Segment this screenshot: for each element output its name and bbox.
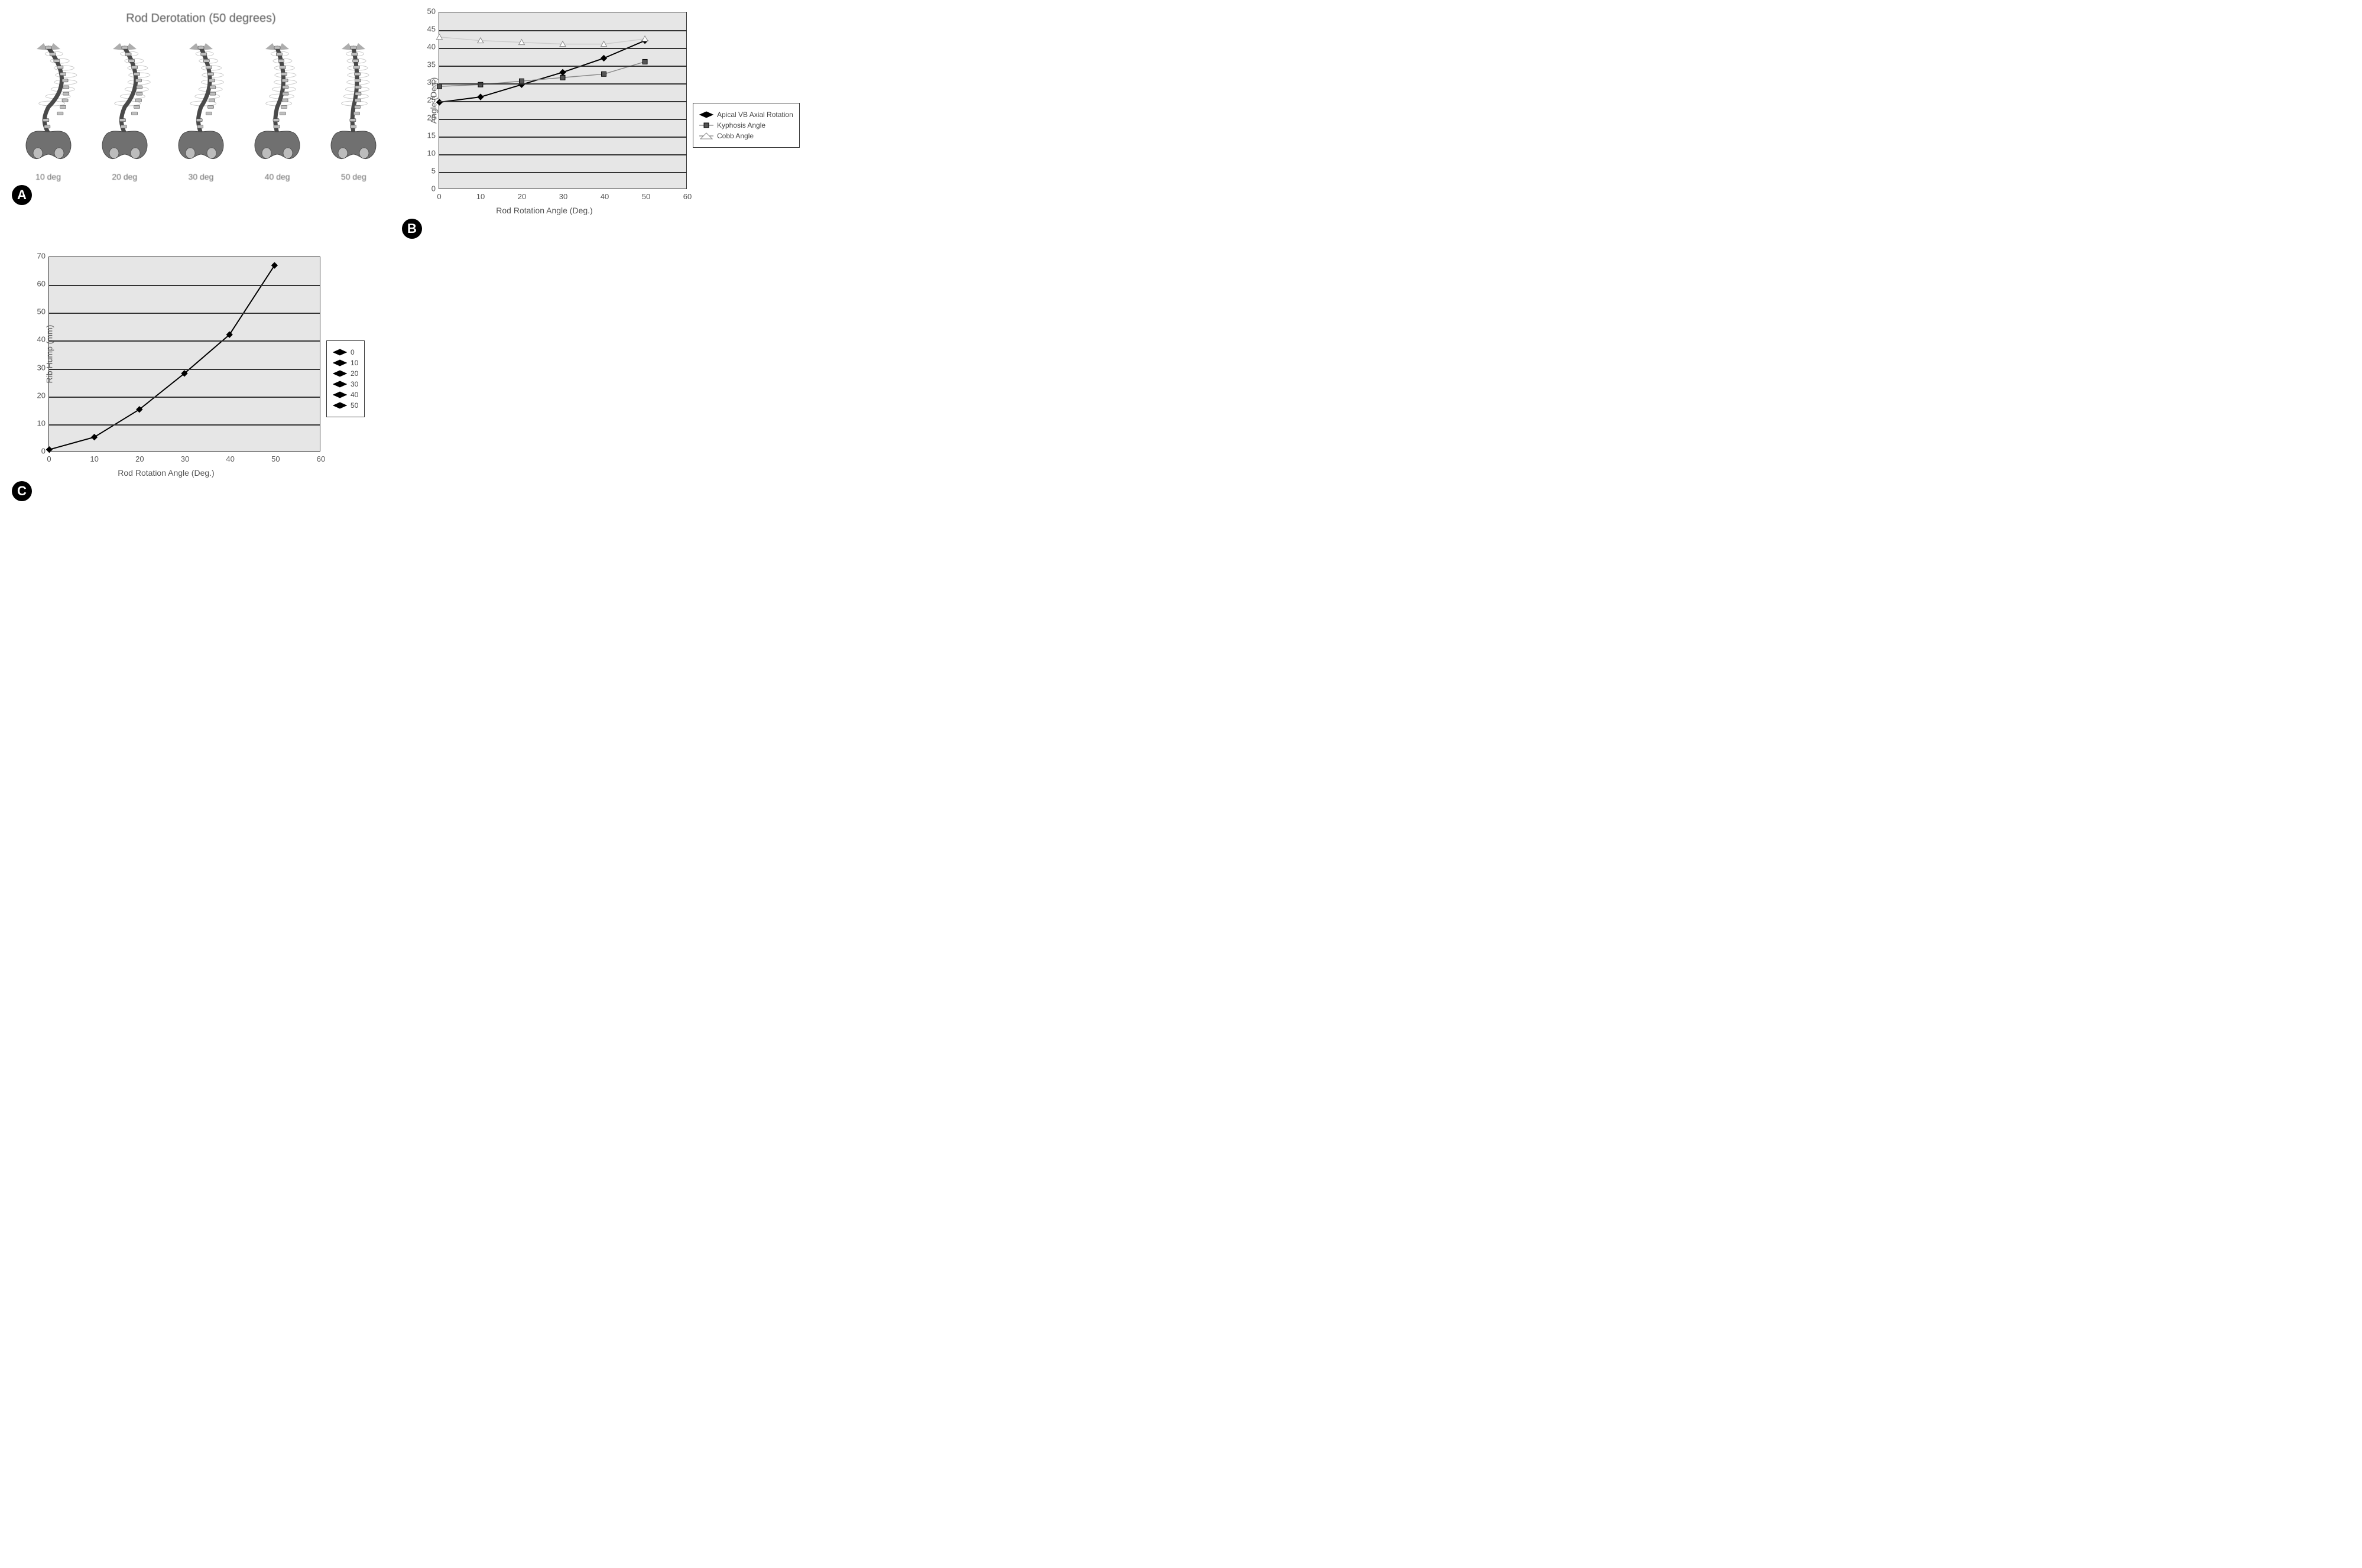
xtick: 30 [559, 189, 567, 201]
legend-item: 20 [333, 369, 358, 378]
spine-label: 10 deg [35, 172, 61, 181]
legend-item: 0 [333, 348, 358, 356]
chart-c-svg [49, 257, 320, 451]
legend-text: 10 [351, 359, 358, 367]
chart-c-plot-area: 0102030405060700102030405060 [48, 257, 320, 452]
panel-a-label: A [12, 185, 32, 205]
ytick: 70 [37, 252, 49, 261]
legend-text: Kyphosis Angle [717, 121, 765, 129]
xtick: 0 [437, 189, 441, 201]
ytick: 10 [37, 418, 49, 427]
spine-item: 30 deg [166, 36, 236, 181]
xtick: 50 [642, 189, 650, 201]
legend-text: 30 [351, 380, 358, 388]
xtick: 30 [181, 451, 189, 463]
legend-marker-icon [699, 132, 713, 139]
legend-text: Cobb Angle [717, 132, 754, 140]
legend-item: Kyphosis Angle [699, 121, 793, 129]
ytick: 40 [427, 43, 439, 51]
panel-b: 051015202530354045500102030405060 Angle … [402, 12, 816, 239]
legend-marker-icon [333, 359, 347, 366]
spine-svg [318, 36, 389, 166]
xtick: 20 [518, 189, 526, 201]
spine-svg [242, 36, 313, 166]
ytick: 50 [37, 307, 49, 316]
panel-c: 0102030405060700102030405060 Rib Hump (m… [12, 257, 390, 501]
spine-label: 20 deg [112, 172, 137, 181]
chart-c-legend: 0 10 20 30 40 50 [326, 340, 365, 417]
panel-c-label: C [12, 481, 32, 501]
legend-text: 40 [351, 391, 358, 399]
panel-b-chart-wrap: 051015202530354045500102030405060 Angle … [402, 12, 816, 239]
legend-marker-icon [333, 402, 347, 409]
spine-svg [13, 36, 84, 166]
figure-grid: Rod Derotation (50 degrees) 10 deg [12, 12, 816, 501]
xtick: 40 [601, 189, 609, 201]
panel-a-title: Rod Derotation (50 degrees) [12, 12, 390, 25]
legend-item: 40 [333, 391, 358, 399]
spine-label: 50 deg [341, 172, 366, 181]
xtick: 20 [135, 451, 144, 463]
legend-item: Cobb Angle [699, 132, 793, 140]
chart-b-legend: Apical VB Axial Rotation Kyphosis Angle Co… [693, 103, 800, 148]
xtick: 60 [317, 451, 325, 463]
spine-row: 10 deg 20 deg [12, 36, 390, 181]
legend-item: 50 [333, 401, 358, 410]
panel-c-chart-wrap: 0102030405060700102030405060 Rib Hump (m… [12, 257, 390, 501]
spine-label: 30 deg [189, 172, 214, 181]
chart-b-body: 051015202530354045500102030405060 Angle … [439, 12, 687, 189]
spine-item: 10 deg [13, 36, 84, 181]
ytick: 50 [427, 7, 439, 16]
panel-a: Rod Derotation (50 degrees) 10 deg [12, 12, 390, 205]
legend-item: 30 [333, 380, 358, 388]
legend-marker-icon [333, 391, 347, 398]
legend-text: 50 [351, 401, 358, 410]
xtick: 50 [271, 451, 280, 463]
legend-item: Apical VB Axial Rotation [699, 111, 793, 119]
legend-marker-icon [333, 370, 347, 377]
chart-b-ylabel: Angle (Deg.) [429, 77, 438, 124]
legend-text: 20 [351, 369, 358, 378]
legend-marker-icon [333, 349, 347, 356]
legend-text: 0 [351, 348, 355, 356]
chart-c-body: 0102030405060700102030405060 Rib Hump (m… [48, 257, 320, 452]
legend-text: Apical VB Axial Rotation [717, 111, 793, 119]
spine-label: 40 deg [265, 172, 290, 181]
xtick: 40 [226, 451, 234, 463]
spine-svg [89, 36, 160, 166]
legend-marker-icon [333, 381, 347, 388]
chart-b-xlabel: Rod Rotation Angle (Deg.) [402, 206, 687, 215]
legend-item: 10 [333, 359, 358, 367]
spine-item: 40 deg [242, 36, 313, 181]
ytick: 5 [431, 167, 439, 176]
spine-item: 50 deg [318, 36, 389, 181]
chart-c-xlabel: Rod Rotation Angle (Deg.) [12, 468, 320, 478]
legend-marker-icon [699, 111, 713, 118]
spine-item: 20 deg [89, 36, 160, 181]
ytick: 60 [37, 280, 49, 288]
xtick: 10 [476, 189, 485, 201]
panel-b-label: B [402, 219, 422, 239]
legend-marker-icon [699, 122, 713, 129]
ytick: 10 [427, 149, 439, 158]
chart-c-ylabel: Rib Hump (mm) [44, 325, 54, 384]
chart-b-svg [439, 12, 686, 189]
ytick: 15 [427, 131, 439, 140]
ytick: 45 [427, 25, 439, 34]
ytick: 20 [37, 391, 49, 400]
chart-b-plot-area: 051015202530354045500102030405060 [439, 12, 687, 189]
xtick: 0 [47, 451, 51, 463]
xtick: 10 [90, 451, 98, 463]
xtick: 60 [683, 189, 692, 201]
panel-a-body: 10 deg 20 deg [12, 36, 390, 181]
spine-svg [166, 36, 236, 166]
ytick: 35 [427, 60, 439, 69]
